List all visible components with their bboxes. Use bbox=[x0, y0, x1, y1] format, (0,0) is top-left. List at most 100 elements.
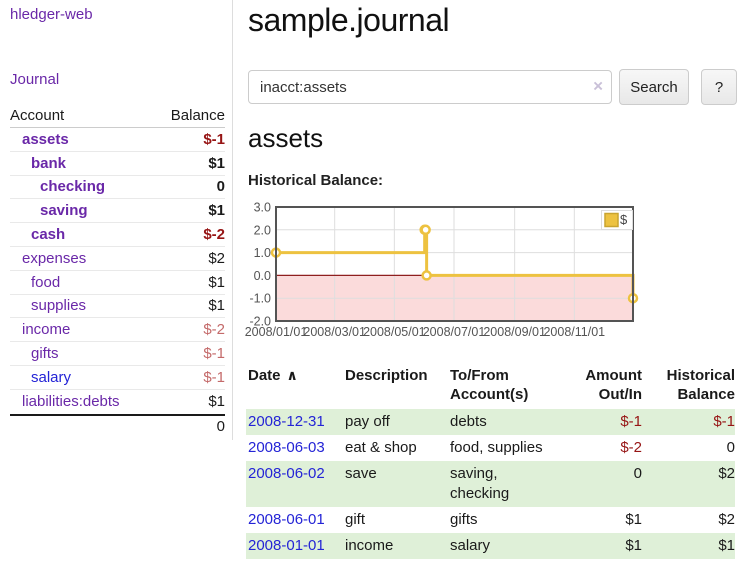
register-header-balance: Historical Balance bbox=[666, 367, 735, 403]
svg-text:2008/11/01: 2008/11/01 bbox=[543, 325, 605, 339]
register-row: 2008-06-02 save saving, checking 0 $2 bbox=[246, 461, 735, 507]
transaction-amount: $1 bbox=[625, 511, 642, 528]
account-link[interactable]: liabilities:debts bbox=[22, 393, 120, 411]
transaction-description: eat & shop bbox=[345, 439, 417, 456]
register-table-body: 2008-12-31 pay off debts $-1 $-1 2008-06… bbox=[246, 409, 735, 559]
historical-balance-label: Historical Balance: bbox=[248, 172, 384, 189]
svg-text:-2.0: -2.0 bbox=[249, 315, 271, 329]
transaction-date-link[interactable]: 2008-01-01 bbox=[248, 537, 325, 554]
account-balance: $1 bbox=[208, 297, 225, 315]
account-link[interactable]: saving bbox=[40, 202, 88, 220]
transaction-date-link[interactable]: 2008-06-03 bbox=[248, 439, 325, 456]
transaction-accounts: gifts bbox=[450, 511, 478, 528]
account-link[interactable]: bank bbox=[31, 154, 67, 172]
account-balance: $-2 bbox=[203, 226, 225, 244]
svg-text:2008/01/01: 2008/01/01 bbox=[245, 325, 308, 339]
svg-text:2.0: 2.0 bbox=[254, 223, 271, 237]
transaction-accounts: debts bbox=[450, 413, 487, 430]
account-balance: 0 bbox=[216, 178, 225, 196]
register-row: 2008-01-01 income salary $1 $1 bbox=[246, 533, 735, 559]
account-link[interactable]: food bbox=[31, 273, 61, 291]
transaction-date-link[interactable]: 2008-12-31 bbox=[248, 413, 325, 430]
transaction-balance: $2 bbox=[718, 465, 735, 482]
transaction-amount: $1 bbox=[625, 537, 642, 554]
accounts-total: 0 bbox=[216, 418, 225, 436]
register-header-row: Date ∧ Description To/From Account(s) Amo… bbox=[246, 362, 735, 409]
svg-text:2008/09/01: 2008/09/01 bbox=[483, 325, 546, 339]
account-row: salary $-1 bbox=[10, 366, 225, 390]
account-row: saving $1 bbox=[10, 199, 225, 224]
account-balance: $1 bbox=[208, 273, 225, 291]
register-table: Date ∧ Description To/From Account(s) Amo… bbox=[246, 362, 735, 559]
account-link[interactable]: assets bbox=[22, 130, 69, 148]
register-row: 2008-06-03 eat & shop food, supplies $-2… bbox=[246, 435, 735, 461]
transaction-balance: $1 bbox=[718, 537, 735, 554]
account-balance: $-1 bbox=[203, 130, 225, 148]
account-link[interactable]: supplies bbox=[31, 297, 87, 315]
account-row: supplies $1 bbox=[10, 295, 225, 319]
transaction-balance: 0 bbox=[726, 439, 735, 456]
svg-text:2008/03/01: 2008/03/01 bbox=[303, 325, 366, 339]
account-balance: $-2 bbox=[203, 321, 225, 339]
page-title: sample.journal bbox=[248, 2, 450, 38]
transaction-balance: $-1 bbox=[713, 413, 735, 430]
accounts-header-balance: Balance bbox=[170, 107, 225, 124]
register-row: 2008-06-01 gift gifts $1 $2 bbox=[246, 507, 735, 533]
account-link[interactable]: salary bbox=[31, 368, 72, 386]
account-balance: $2 bbox=[208, 249, 225, 267]
accounts-table-body: assets $-1 bank $1 checking 0 saving $1 … bbox=[10, 128, 225, 414]
svg-text:-1.0: -1.0 bbox=[249, 292, 271, 306]
account-row: income $-2 bbox=[10, 318, 225, 343]
register-header-accounts: To/From Account(s) bbox=[450, 367, 529, 403]
svg-text:2008/07/01: 2008/07/01 bbox=[423, 325, 486, 339]
account-balance: $1 bbox=[208, 154, 225, 172]
search-button[interactable]: Search bbox=[619, 69, 689, 105]
main-content: sample.journal × Search ? assets Histori… bbox=[245, 0, 742, 582]
account-link[interactable]: gifts bbox=[31, 345, 59, 363]
transaction-description: gift bbox=[345, 511, 366, 528]
accounts-table-header: Account Balance bbox=[10, 104, 225, 128]
register-row: 2008-12-31 pay off debts $-1 $-1 bbox=[246, 409, 735, 435]
account-row: assets $-1 bbox=[10, 128, 225, 152]
accounts-table: Account Balance assets $-1 bank $1 check… bbox=[10, 104, 225, 438]
app-title-link[interactable]: hledger-web bbox=[10, 6, 93, 23]
transaction-description: income bbox=[345, 537, 394, 554]
register-header-description: Description bbox=[345, 367, 428, 384]
account-row: liabilities:debts $1 bbox=[10, 390, 225, 414]
account-row: gifts $-1 bbox=[10, 342, 225, 366]
account-row: cash $-2 bbox=[10, 223, 225, 247]
sort-ascending-icon: ∧ bbox=[286, 367, 298, 383]
help-button[interactable]: ? bbox=[701, 69, 737, 105]
sidebar-item-journal[interactable]: Journal bbox=[10, 71, 60, 88]
account-row: checking 0 bbox=[10, 176, 225, 200]
account-balance: $-1 bbox=[203, 368, 225, 386]
account-link[interactable]: cash bbox=[31, 226, 66, 244]
transaction-description: save bbox=[345, 465, 377, 482]
svg-text:2008/05/01: 2008/05/01 bbox=[363, 325, 426, 339]
sidebar: hledger-web Journal Account Balance asse… bbox=[0, 0, 233, 440]
transaction-date-link[interactable]: 2008-06-02 bbox=[248, 465, 325, 482]
account-link[interactable]: checking bbox=[40, 178, 106, 196]
transaction-accounts: food, supplies bbox=[450, 439, 543, 456]
account-link[interactable]: income bbox=[22, 321, 71, 339]
transaction-amount: $-2 bbox=[620, 439, 642, 456]
historical-balance-chart: $3.0 2.0 1.0 0.0 -1.0 -2.02008/01/012008/03/0… bbox=[245, 201, 639, 339]
account-link[interactable]: expenses bbox=[22, 249, 87, 267]
clear-search-icon[interactable]: × bbox=[593, 76, 603, 96]
search-form: × bbox=[248, 70, 612, 104]
account-balance: $1 bbox=[208, 393, 225, 411]
transaction-balance: $2 bbox=[718, 511, 735, 528]
accounts-header-account: Account bbox=[10, 107, 65, 124]
account-balance: $-1 bbox=[203, 345, 225, 363]
transaction-date-link[interactable]: 2008-06-01 bbox=[248, 511, 325, 528]
chart-legend: $ bbox=[601, 210, 633, 230]
register-header-date[interactable]: Date ∧ bbox=[248, 367, 298, 384]
svg-text:1.0: 1.0 bbox=[254, 246, 271, 260]
transaction-amount: $-1 bbox=[620, 413, 642, 430]
svg-text:$: $ bbox=[620, 212, 628, 227]
account-balance: $1 bbox=[208, 202, 225, 220]
search-input[interactable] bbox=[248, 70, 612, 104]
account-row: bank $1 bbox=[10, 152, 225, 176]
transaction-amount: 0 bbox=[633, 465, 642, 482]
transaction-accounts: salary bbox=[450, 537, 491, 554]
